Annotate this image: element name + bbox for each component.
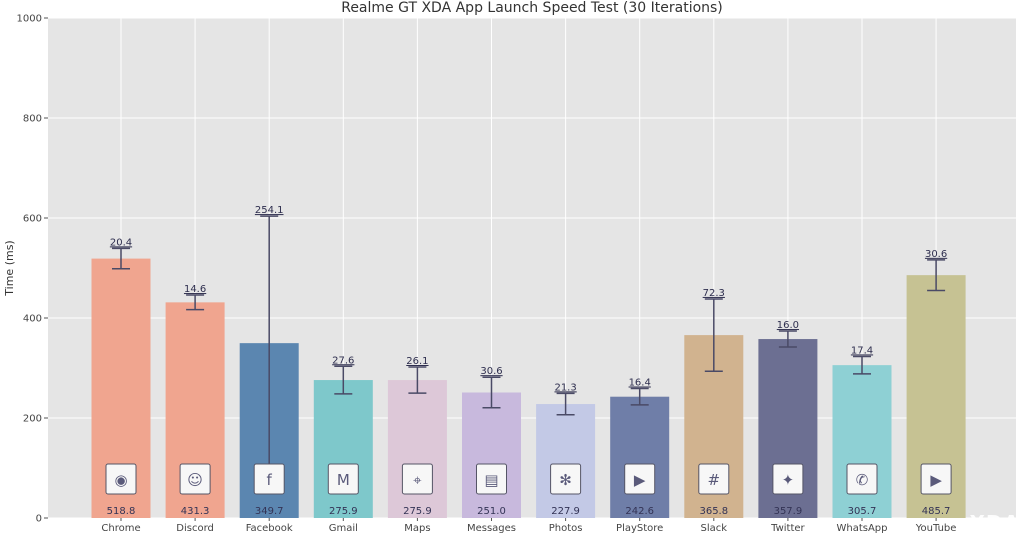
discord-icon-glyph: ☺ <box>187 471 203 489</box>
x-tick-label: Photos <box>549 523 583 534</box>
x-tick-label: Discord <box>176 523 214 534</box>
error-label: 254.1 <box>255 205 284 216</box>
maps-icon <box>401 463 433 495</box>
error-label: 16.0 <box>777 320 799 331</box>
bar <box>610 396 670 518</box>
y-tick-label: 600 <box>23 214 42 225</box>
chart-title: Realme GT XDA App Launch Speed Test (30 … <box>341 0 723 16</box>
bar <box>462 392 521 518</box>
gmail-icon-glyph: M <box>337 471 350 489</box>
playstore-icon <box>624 463 656 495</box>
error-label: 72.3 <box>703 288 725 299</box>
slack-icon-glyph: # <box>708 471 721 489</box>
whatsapp-icon-glyph: ✆ <box>856 471 869 489</box>
bar <box>387 380 447 518</box>
messages-icon <box>476 463 507 495</box>
value-label: 275.9 <box>329 506 358 517</box>
value-label: 305.7 <box>848 506 877 517</box>
photos-icon-glyph: ✻ <box>559 471 572 489</box>
x-tick-label: WhatsApp <box>836 523 887 534</box>
playstore-icon-glyph: ▶ <box>634 471 646 489</box>
twitter-icon <box>772 463 804 495</box>
twitter-icon-glyph: ✦ <box>782 471 795 489</box>
y-tick-label: 1000 <box>17 14 42 25</box>
y-tick-label: 200 <box>23 414 42 425</box>
value-label: 227.9 <box>551 506 580 517</box>
error-label: 26.1 <box>406 356 428 367</box>
bar <box>313 380 373 518</box>
bar <box>832 365 892 518</box>
x-tick-label: Messages <box>467 523 516 534</box>
photos-icon <box>550 463 582 495</box>
y-tick-label: 0 <box>36 514 42 525</box>
x-tick-label: Facebook <box>246 523 293 534</box>
error-label: 30.6 <box>480 366 502 377</box>
x-tick-label: Chrome <box>101 523 140 534</box>
y-axis-title: Time (ms) <box>3 240 16 296</box>
x-tick-label: Gmail <box>329 523 358 534</box>
chrome-icon-glyph: ◉ <box>114 471 127 489</box>
error-label: 17.4 <box>851 345 873 356</box>
chrome-icon <box>105 463 137 495</box>
messages-icon-glyph: ▤ <box>484 471 498 489</box>
x-tick-label: Maps <box>404 523 430 534</box>
youtube-icon-glyph: ▶ <box>930 471 942 489</box>
error-label: 14.6 <box>184 284 206 295</box>
xda-watermark: XDA <box>969 511 1020 535</box>
value-label: 518.8 <box>107 506 136 517</box>
whatsapp-icon <box>846 463 878 495</box>
y-tick-label: 800 <box>23 114 42 125</box>
gmail-icon <box>327 463 359 495</box>
youtube-icon <box>920 463 952 495</box>
x-tick-label: Twitter <box>770 523 805 534</box>
x-tick-label: YouTube <box>915 523 957 534</box>
discord-icon <box>179 463 211 495</box>
x-tick-label: Slack <box>701 523 728 534</box>
value-label: 251.0 <box>477 506 506 517</box>
error-label: 30.6 <box>925 249 947 260</box>
value-label: 349.7 <box>255 506 284 517</box>
error-label: 16.4 <box>629 378 651 389</box>
x-tick-label: PlayStore <box>616 523 663 534</box>
facebook-icon <box>253 463 285 495</box>
error-label: 27.6 <box>332 355 354 366</box>
facebook-icon-glyph: f <box>267 471 273 489</box>
value-label: 431.3 <box>181 506 210 517</box>
value-label: 485.7 <box>922 506 951 517</box>
value-label: 242.6 <box>625 506 654 517</box>
slack-icon <box>698 463 730 495</box>
y-tick-label: 400 <box>23 314 42 325</box>
error-label: 20.4 <box>110 237 132 248</box>
maps-icon-glyph: ⌖ <box>413 471 422 489</box>
value-label: 357.9 <box>774 506 803 517</box>
value-label: 365.8 <box>699 506 728 517</box>
error-label: 21.3 <box>554 382 576 393</box>
bar <box>536 404 596 518</box>
value-label: 275.9 <box>403 506 432 517</box>
